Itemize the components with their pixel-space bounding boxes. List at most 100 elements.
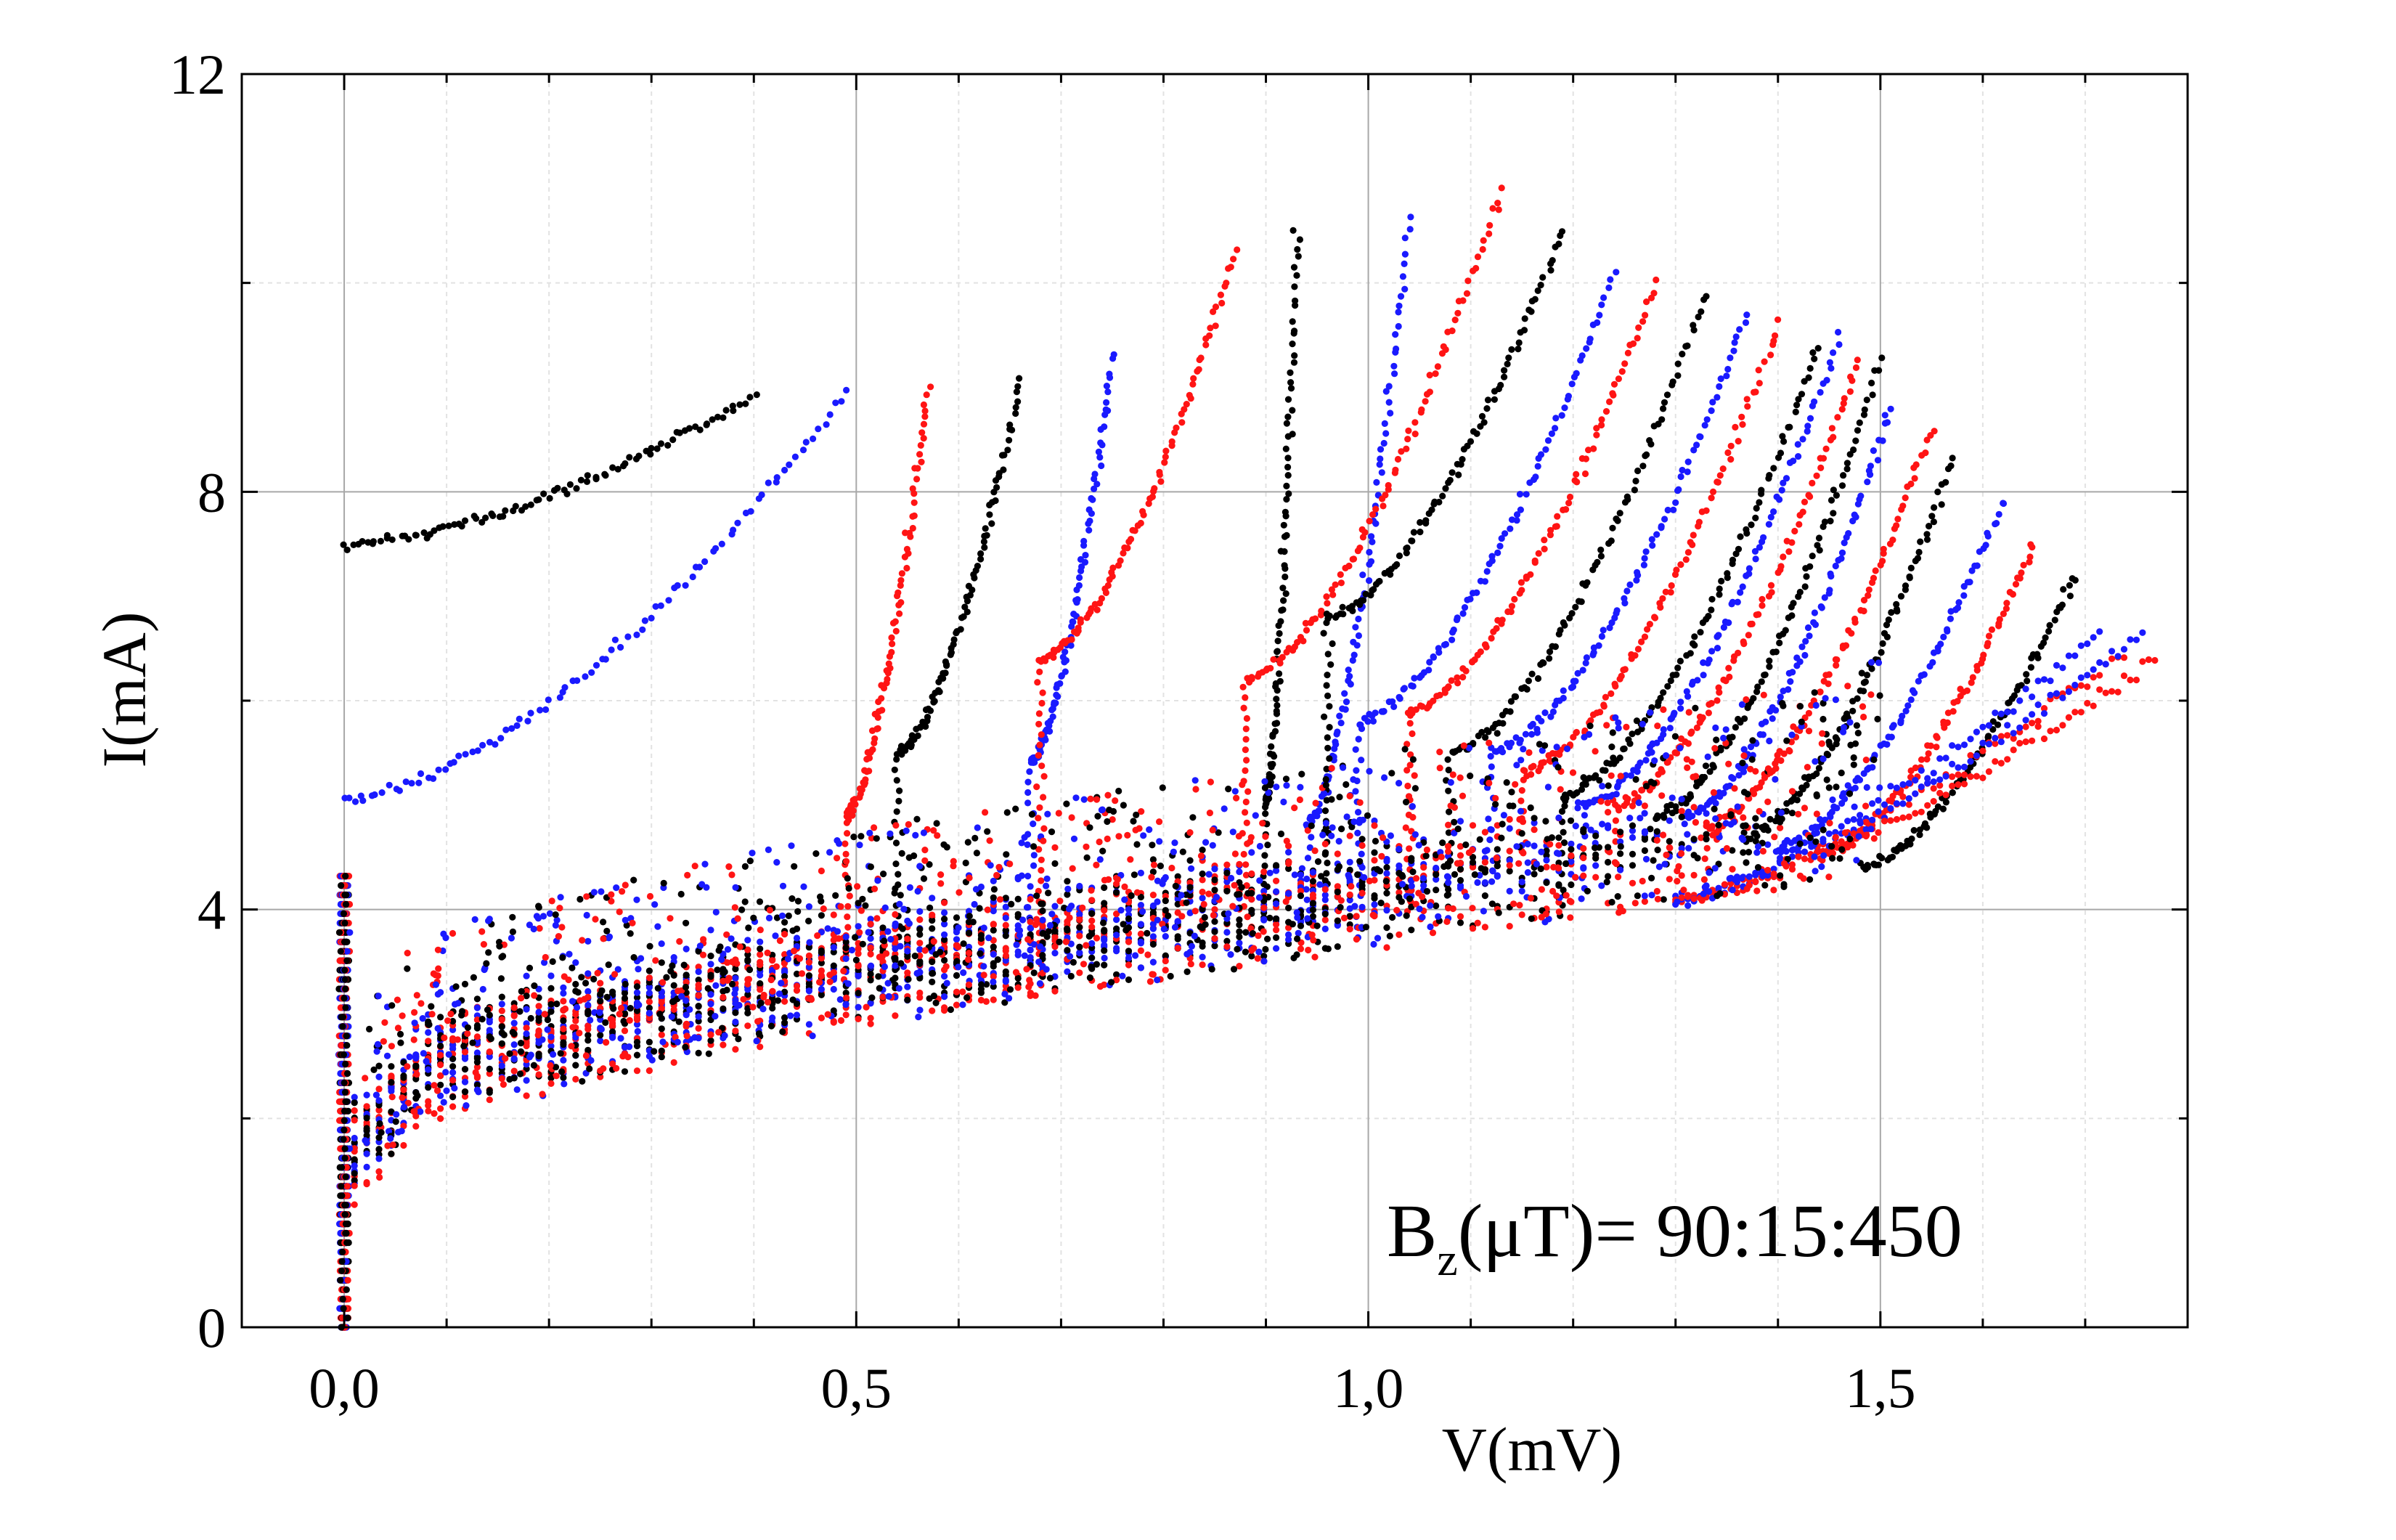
data-point-bz-180 — [1274, 720, 1281, 727]
data-point-bz-105 — [556, 694, 564, 701]
data-point-bz-270 — [1482, 734, 1489, 741]
data-point-bz-315 — [1676, 657, 1684, 665]
data-point-bz-210 — [1302, 619, 1309, 627]
data-point-bz-360 — [1809, 553, 1816, 560]
data-point-bz-255 — [437, 1072, 444, 1080]
data-point-bz-240 — [1372, 709, 1379, 717]
data-point-bz-105 — [633, 631, 640, 639]
data-point-bz-105 — [474, 747, 481, 754]
data-point-bz-270 — [1674, 360, 1682, 367]
data-point-bz-255 — [1445, 683, 1452, 690]
data-point-bz-225 — [1014, 895, 1022, 903]
data-point-bz-120 — [878, 682, 885, 689]
data-point-bz-345 — [744, 946, 751, 953]
data-point-bz-270 — [1236, 921, 1243, 929]
data-point-bz-195 — [1399, 273, 1406, 280]
data-point-bz-315 — [1625, 736, 1632, 743]
data-point-bz-180 — [1282, 513, 1289, 520]
data-point-bz-225 — [1324, 672, 1331, 679]
data-point-bz-300 — [818, 955, 825, 962]
data-point-bz-180 — [1281, 573, 1289, 581]
data-point-bz-195 — [1406, 226, 1414, 233]
data-point-bz-150 — [1085, 520, 1092, 527]
data-point-bz-330 — [1770, 508, 1777, 516]
data-point-bz-150 — [1091, 485, 1098, 493]
data-point-bz-270 — [1534, 675, 1542, 683]
data-point-bz-330 — [1795, 453, 1802, 460]
data-point-bz-375 — [941, 921, 948, 928]
data-point-bz-255 — [1137, 930, 1144, 937]
data-point-bz-390 — [879, 993, 887, 1001]
data-point-bz-90 — [722, 407, 730, 414]
data-point-bz-330 — [1826, 359, 1833, 366]
data-point-bz-330 — [1149, 933, 1157, 940]
data-point-bz-345 — [1759, 595, 1766, 603]
data-point-bz-315 — [707, 1037, 714, 1044]
data-point-bz-330 — [1737, 589, 1744, 596]
data-point-bz-240 — [1369, 717, 1377, 725]
data-point-bz-180 — [1289, 407, 1296, 414]
data-point-bz-195 — [1401, 250, 1409, 258]
data-point-bz-315 — [805, 980, 812, 987]
data-point-bz-360 — [1875, 367, 1883, 374]
data-point-bz-390 — [412, 1123, 420, 1130]
data-point-bz-90 — [535, 496, 542, 503]
data-point-bz-345 — [1805, 492, 1812, 499]
data-point-bz-285 — [1579, 667, 1586, 674]
data-point-bz-315 — [1697, 629, 1704, 636]
data-point-bz-315 — [1752, 514, 1759, 522]
data-point-bz-330 — [941, 973, 948, 980]
data-point-bz-180 — [1290, 264, 1298, 271]
data-point-bz-300 — [1767, 351, 1774, 359]
data-point-bz-225 — [1547, 266, 1554, 274]
data-point-bz-120 — [921, 413, 929, 420]
data-point-bz-225 — [1505, 354, 1512, 362]
data-point-bz-255 — [1508, 603, 1515, 610]
data-point-bz-360 — [1814, 542, 1821, 549]
data-point-bz-270 — [1613, 516, 1620, 523]
data-point-bz-180 — [1273, 707, 1280, 715]
data-point-bz-390 — [977, 996, 985, 1004]
data-point-bz-135 — [893, 808, 900, 815]
data-point-bz-330 — [1113, 948, 1120, 955]
data-point-bz-255 — [1454, 674, 1461, 681]
data-point-bz-240 — [1534, 463, 1541, 470]
data-point-bz-330 — [1715, 632, 1722, 639]
data-point-bz-180 — [1281, 562, 1288, 569]
data-point-bz-90 — [340, 541, 347, 548]
data-point-bz-105 — [508, 725, 516, 733]
data-point-bz-315 — [1708, 606, 1715, 614]
data-point-bz-90 — [405, 536, 412, 543]
data-point-bz-240 — [732, 1018, 739, 1026]
data-point-bz-90 — [540, 490, 547, 497]
data-point-bz-105 — [417, 770, 425, 778]
data-point-bz-195 — [1341, 690, 1348, 697]
data-point-bz-240 — [1501, 530, 1509, 537]
data-point-bz-315 — [1770, 465, 1777, 472]
data-point-bz-345 — [1634, 794, 1642, 801]
data-point-bz-345 — [1801, 498, 1809, 506]
data-point-bz-405 — [1149, 909, 1157, 916]
data-point-bz-255 — [1125, 938, 1133, 945]
data-point-bz-240 — [1605, 284, 1613, 291]
data-point-bz-345 — [1840, 400, 1847, 407]
data-point-bz-315 — [1735, 545, 1743, 553]
data-point-bz-390 — [1911, 475, 1918, 482]
data-point-bz-255 — [1621, 360, 1629, 367]
data-point-bz-300 — [1641, 633, 1649, 640]
data-point-bz-390 — [1703, 844, 1711, 852]
data-point-bz-225 — [1327, 661, 1334, 668]
data-point-bz-390 — [818, 967, 825, 974]
data-point-bz-285 — [1529, 720, 1536, 728]
data-point-bz-255 — [1454, 680, 1462, 687]
data-point-bz-345 — [351, 1145, 358, 1152]
data-point-bz-345 — [645, 1014, 653, 1022]
data-point-bz-360 — [1830, 486, 1837, 494]
data-point-bz-360 — [1663, 807, 1671, 814]
data-point-bz-225 — [781, 918, 789, 926]
data-point-bz-165 — [1186, 391, 1193, 399]
data-point-bz-390 — [351, 1182, 358, 1189]
data-point-bz-255 — [1518, 587, 1525, 594]
data-point-bz-330 — [1677, 705, 1684, 712]
data-point-bz-105 — [435, 766, 442, 773]
